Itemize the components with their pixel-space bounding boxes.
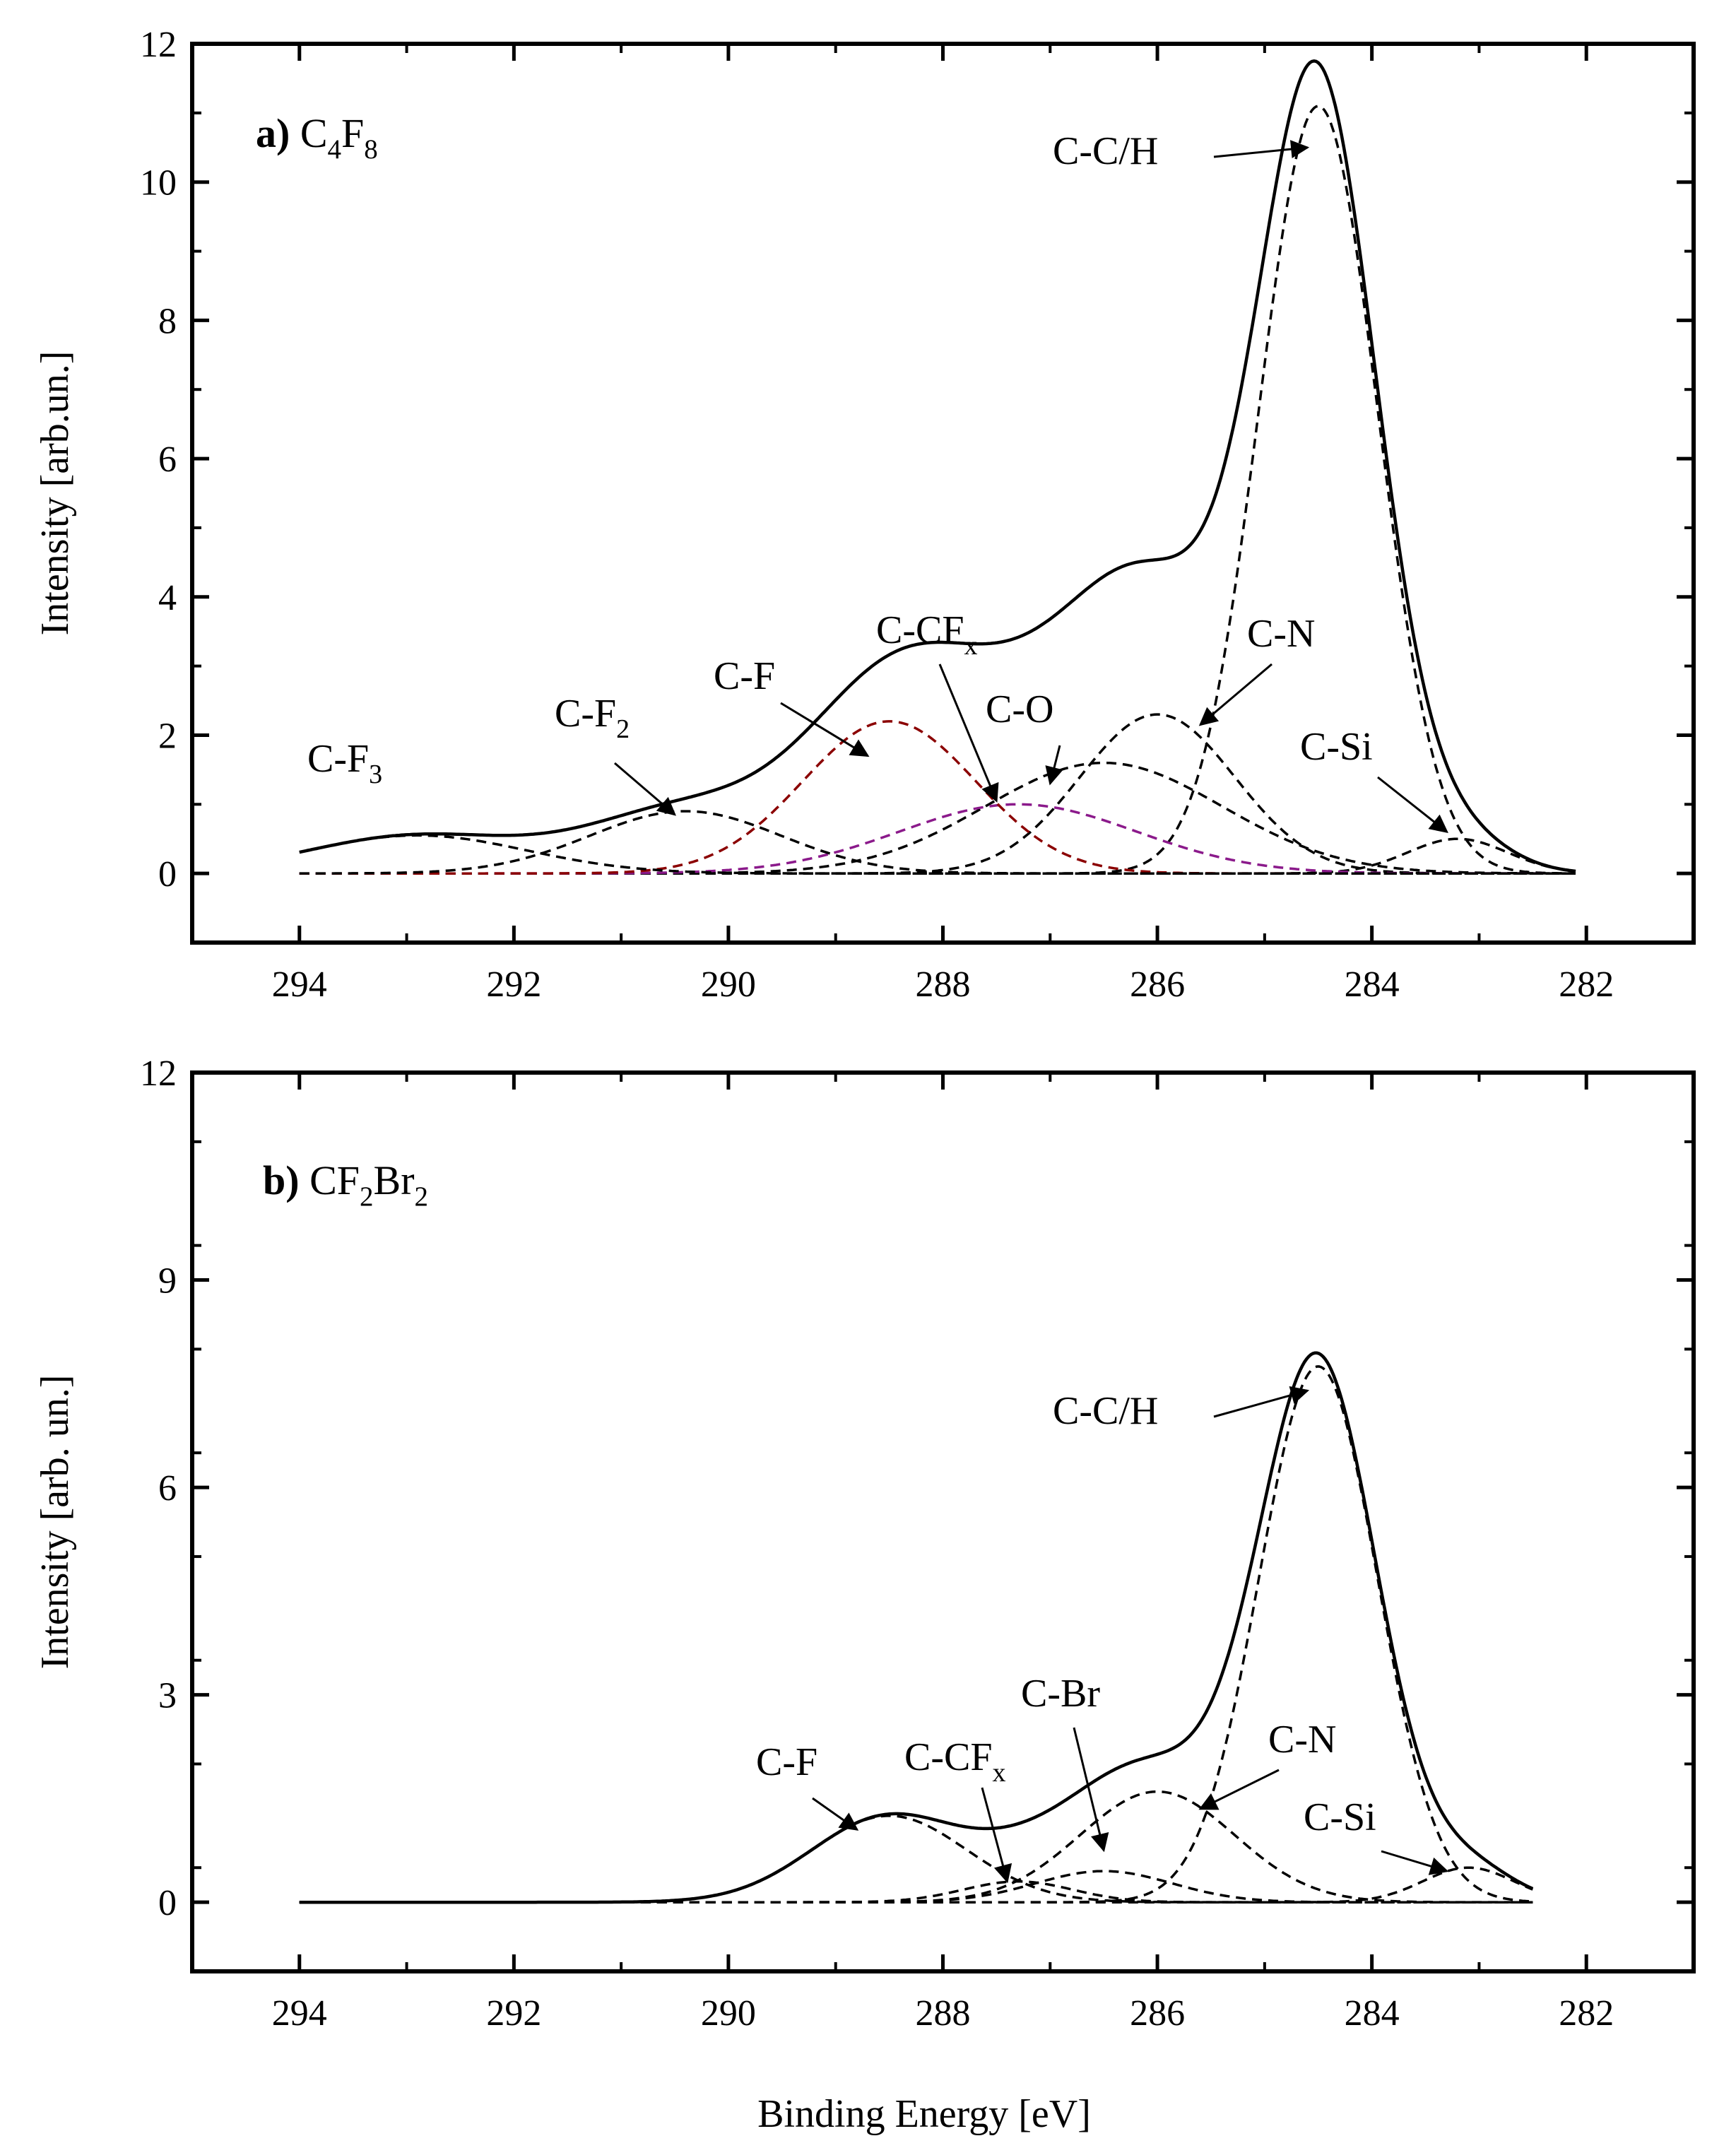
annotation-arrow xyxy=(614,762,677,816)
x-tick-label: 294 xyxy=(272,1993,327,2034)
annotation-label: C-F3 xyxy=(307,737,382,789)
y-tick-label: 12 xyxy=(140,1054,177,1094)
x-tick-label: 284 xyxy=(1345,964,1400,1005)
y-tick-label: 12 xyxy=(140,25,177,65)
component-c-cfx xyxy=(299,1880,1533,1904)
annotation-arrow xyxy=(812,1797,859,1831)
x-tick-label: 290 xyxy=(701,1993,756,2034)
annotation-arrow xyxy=(1073,1727,1109,1853)
annotation-arrow xyxy=(1198,663,1273,726)
panel-a: 294 292 290 288 286 284 282 0 2 4 6 8 10 12 Intensity … xyxy=(33,25,1696,1005)
y-tick-label: 0 xyxy=(158,1883,177,1923)
annotation-label: C-O xyxy=(986,688,1053,731)
annotation-arrow xyxy=(1213,140,1310,159)
annotation-arrow xyxy=(1045,745,1063,786)
y-tick-label: 0 xyxy=(158,854,177,895)
x-axis-label: Binding Energy [eV] xyxy=(757,2092,1091,2136)
panel-label: a) C4F8 xyxy=(256,110,378,165)
annotation-label: C-Si xyxy=(1304,1795,1376,1839)
annotation-label: C-F xyxy=(756,1740,817,1784)
annotation-arrow xyxy=(1213,1386,1310,1418)
annotation-arrow xyxy=(1381,1850,1449,1875)
y-tick-label: 3 xyxy=(158,1676,177,1716)
x-tick-label: 288 xyxy=(916,964,971,1005)
annotation-arrow xyxy=(1198,1769,1280,1810)
annotation-label: C-N xyxy=(1247,612,1315,656)
x-tick-label: 282 xyxy=(1559,1993,1614,2034)
component-c-f3 xyxy=(299,834,1576,875)
x-tick-label: 292 xyxy=(486,964,541,1005)
x-tick-label: 294 xyxy=(272,964,327,1005)
x-tick-label: 288 xyxy=(916,1993,971,2034)
x-tick-label: 290 xyxy=(701,964,756,1005)
annotation-arrow xyxy=(1377,776,1448,834)
y-tick-label: 8 xyxy=(158,301,177,341)
x-tick-label: 286 xyxy=(1130,1993,1185,2034)
panel-b: 294 292 290 288 286 284 282 0 3 6 9 12 Intensity [ar… xyxy=(33,1054,1696,2034)
x-tick-label: 284 xyxy=(1345,1993,1400,2034)
y-axis-label: Intensity [arb. un.] xyxy=(33,1375,77,1670)
x-tick-label: 282 xyxy=(1559,964,1614,1005)
annotation-label: C-C/H xyxy=(1053,1389,1158,1433)
y-tick-label: 4 xyxy=(158,578,177,618)
annotation-label: C-F xyxy=(714,654,775,698)
panel-label: b) CF2Br2 xyxy=(263,1157,428,1212)
component-c-f xyxy=(299,1814,1533,1904)
envelope-curve xyxy=(299,1351,1534,1904)
y-tick-label: 2 xyxy=(158,716,177,756)
annotation-label: C-Si xyxy=(1300,725,1373,769)
annotation-label: C-Br xyxy=(1021,1672,1100,1716)
y-tick-label: 6 xyxy=(158,439,177,480)
x-tick-label: 292 xyxy=(486,1993,541,2034)
annotation-label: C-C/H xyxy=(1053,129,1158,173)
annotation-label: C-CFx xyxy=(904,1735,1006,1788)
y-axis-label: Intensity [arb.un.] xyxy=(33,351,77,636)
component-c-f xyxy=(299,720,1576,875)
x-tick-label: 286 xyxy=(1130,964,1185,1005)
annotation-label: C-CFx xyxy=(876,608,978,661)
annotation-arrow xyxy=(938,663,999,803)
annotation-arrow xyxy=(780,702,870,757)
annotation-label: C-N xyxy=(1268,1718,1336,1762)
component-c-n xyxy=(299,1790,1533,1904)
y-tick-label: 9 xyxy=(158,1261,177,1302)
envelope-curve xyxy=(299,59,1576,873)
component-c-f2 xyxy=(299,810,1576,875)
y-tick-label: 6 xyxy=(158,1468,177,1509)
annotation-arrow xyxy=(981,1787,1012,1884)
annotation-label: C-F2 xyxy=(555,692,630,744)
y-tick-label: 10 xyxy=(140,163,177,203)
